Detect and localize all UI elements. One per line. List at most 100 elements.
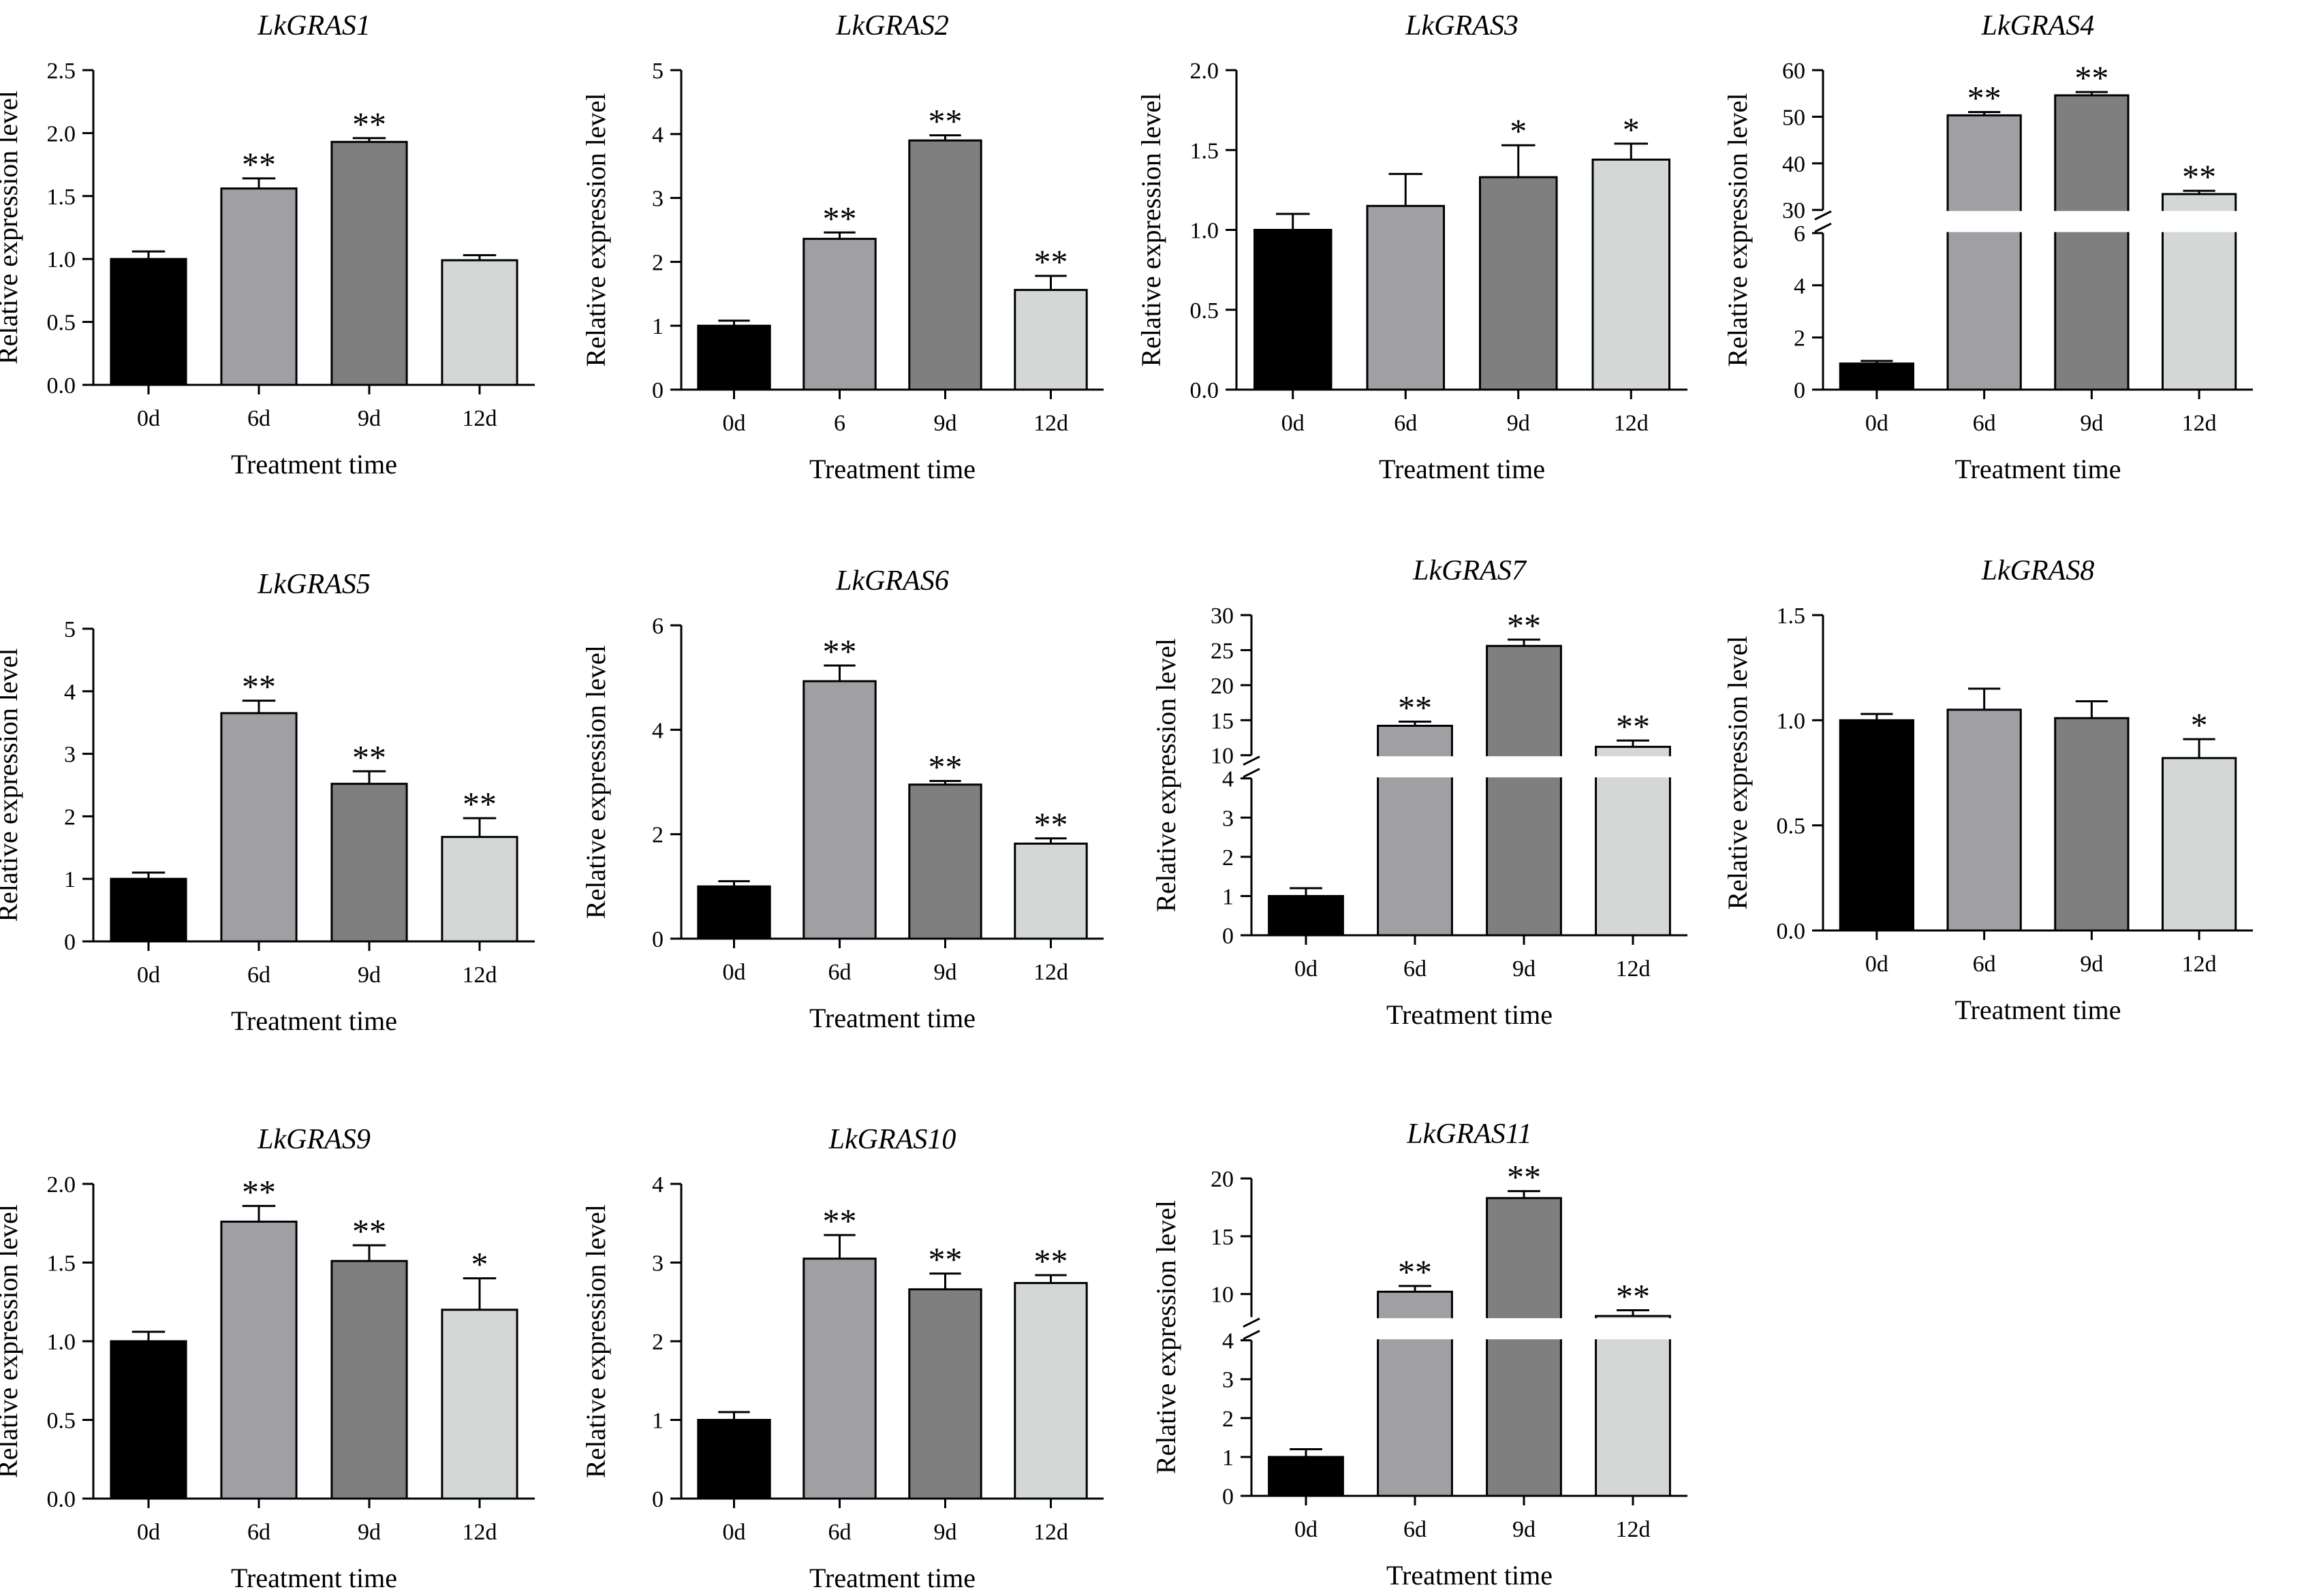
y-axis-label: Relative expression level (1136, 93, 1166, 366)
axis-break-mark (1243, 1330, 1260, 1341)
significance-label: ** (1034, 242, 1068, 281)
bar (441, 836, 518, 943)
significance-label: * (471, 1245, 488, 1283)
x-tick-label: 0d (1865, 952, 1888, 977)
x-tick-label: 0d (723, 1520, 746, 1545)
x-axis-label: Treatment time (231, 449, 397, 480)
y-tick-label: 3 (64, 742, 76, 768)
y-tick-label: 0.5 (47, 1409, 76, 1434)
chart-panel: LkGRAS7 Relative expression level Treatmen… (1151, 555, 1687, 1030)
axis-break-mark (1243, 755, 1260, 766)
y-tick-label: 60 (1782, 59, 1805, 84)
significance-label: ** (352, 738, 386, 776)
y-tick-label: 4 (652, 718, 664, 743)
x-tick-label: 0d (137, 1520, 160, 1545)
chart-panel: LkGRAS10 Relative expression level Treatme… (580, 1124, 1104, 1593)
chart-title: LkGRAS2 (835, 10, 949, 42)
x-tick-label: 12d (1033, 960, 1068, 985)
y-tick-label: 0 (652, 378, 664, 403)
significance-label: ** (242, 145, 276, 183)
y-tick-label: 3 (652, 187, 664, 212)
x-tick-label: 9d (934, 411, 957, 436)
chart-panel: LkGRAS5 Relative expression level Treatmen… (0, 569, 535, 1036)
y-tick-label: 0 (64, 930, 76, 955)
significance-label: ** (1398, 688, 1432, 726)
y-tick-label: 1.0 (1190, 219, 1219, 244)
bar (908, 783, 982, 940)
chart-panel: LkGRAS8 Relative expression level Treatmen… (1722, 555, 2253, 1025)
chart-title: LkGRAS7 (1412, 555, 1527, 586)
x-tick-label: 6d (247, 1520, 270, 1545)
y-tick-label: 2.0 (47, 121, 76, 146)
x-axis-label: Treatment time (231, 1563, 397, 1593)
x-tick-label: 0d (723, 960, 746, 985)
x-axis-label: Treatment time (231, 1005, 397, 1036)
x-tick-label: 6d (828, 1520, 852, 1545)
x-tick-label: 0d (723, 411, 746, 436)
significance-label: ** (823, 199, 857, 237)
x-axis-label: Treatment time (809, 454, 976, 484)
y-tick-label: 0.0 (47, 373, 76, 398)
significance-label: ** (352, 105, 386, 143)
x-tick-label: 12d (463, 1520, 497, 1545)
x-axis-label: Treatment time (1954, 454, 2121, 484)
bar (803, 1257, 877, 1500)
bar (1839, 362, 1915, 391)
bar (330, 1259, 408, 1500)
bar (1268, 1456, 1344, 1497)
bar-break-gap (1593, 1318, 1673, 1340)
bar (220, 187, 298, 386)
bar (1014, 842, 1088, 940)
y-tick-label: 2.5 (47, 59, 76, 84)
y-tick-label: 40 (1782, 152, 1805, 177)
significance-label: ** (463, 785, 497, 823)
chart-title: LkGRAS1 (257, 10, 371, 42)
axis-break-mark (1814, 210, 1832, 221)
bar (2161, 757, 2237, 932)
bar (1595, 1315, 1671, 1497)
x-tick-label: 6d (1403, 1517, 1427, 1542)
chart-panel: LkGRAS2 Relative expression level Treatmen… (580, 10, 1104, 484)
y-tick-label: 1.5 (1190, 138, 1219, 163)
chart-title: LkGRAS4 (1981, 10, 2095, 42)
significance-label: ** (1398, 1253, 1432, 1291)
x-tick-label: 6d (247, 963, 270, 988)
x-axis-label: Treatment time (809, 1563, 976, 1593)
significance-label: ** (1034, 805, 1068, 843)
y-tick-label: 4 (652, 123, 664, 148)
y-tick-label: 0.0 (47, 1487, 76, 1512)
y-axis-label: Relative expression level (0, 91, 23, 364)
y-tick-label: 2 (1794, 326, 1805, 351)
y-tick-label: 15 (1211, 1225, 1234, 1250)
y-tick-label: 2.0 (47, 1172, 76, 1198)
bar (1839, 719, 1915, 932)
x-tick-label: 12d (2182, 411, 2217, 436)
y-axis-label: Relative expression level (1722, 636, 1753, 909)
bar (220, 1220, 298, 1500)
significance-label: ** (823, 1202, 857, 1240)
y-tick-label: 0.5 (47, 311, 76, 336)
y-tick-label: 0 (652, 927, 664, 952)
bar (697, 1419, 771, 1500)
bar (803, 680, 877, 940)
bar (110, 1340, 187, 1500)
significance-label: * (1623, 110, 1640, 148)
bar (1366, 204, 1446, 391)
x-tick-label: 9d (358, 963, 381, 988)
y-tick-label: 25 (1211, 638, 1234, 663)
y-tick-label: 2 (1222, 845, 1234, 871)
y-tick-label: 5 (652, 59, 664, 84)
chart-panel: LkGRAS4 Relative expression level Treatmen… (1722, 10, 2253, 484)
y-tick-label: 30 (1211, 604, 1234, 629)
y-tick-label: 1.0 (47, 247, 76, 272)
x-tick-label: 6d (1403, 956, 1427, 982)
x-tick-label: 9d (2080, 952, 2103, 977)
y-tick-label: 20 (1211, 674, 1234, 699)
bar (110, 877, 187, 943)
y-axis-label: Relative expression level (1722, 93, 1753, 366)
bar (1595, 745, 1671, 937)
chart-title: LkGRAS10 (828, 1124, 956, 1155)
y-tick-label: 3 (1222, 1368, 1234, 1393)
y-tick-label: 10 (1211, 744, 1234, 769)
significance-label: * (2191, 706, 2208, 744)
